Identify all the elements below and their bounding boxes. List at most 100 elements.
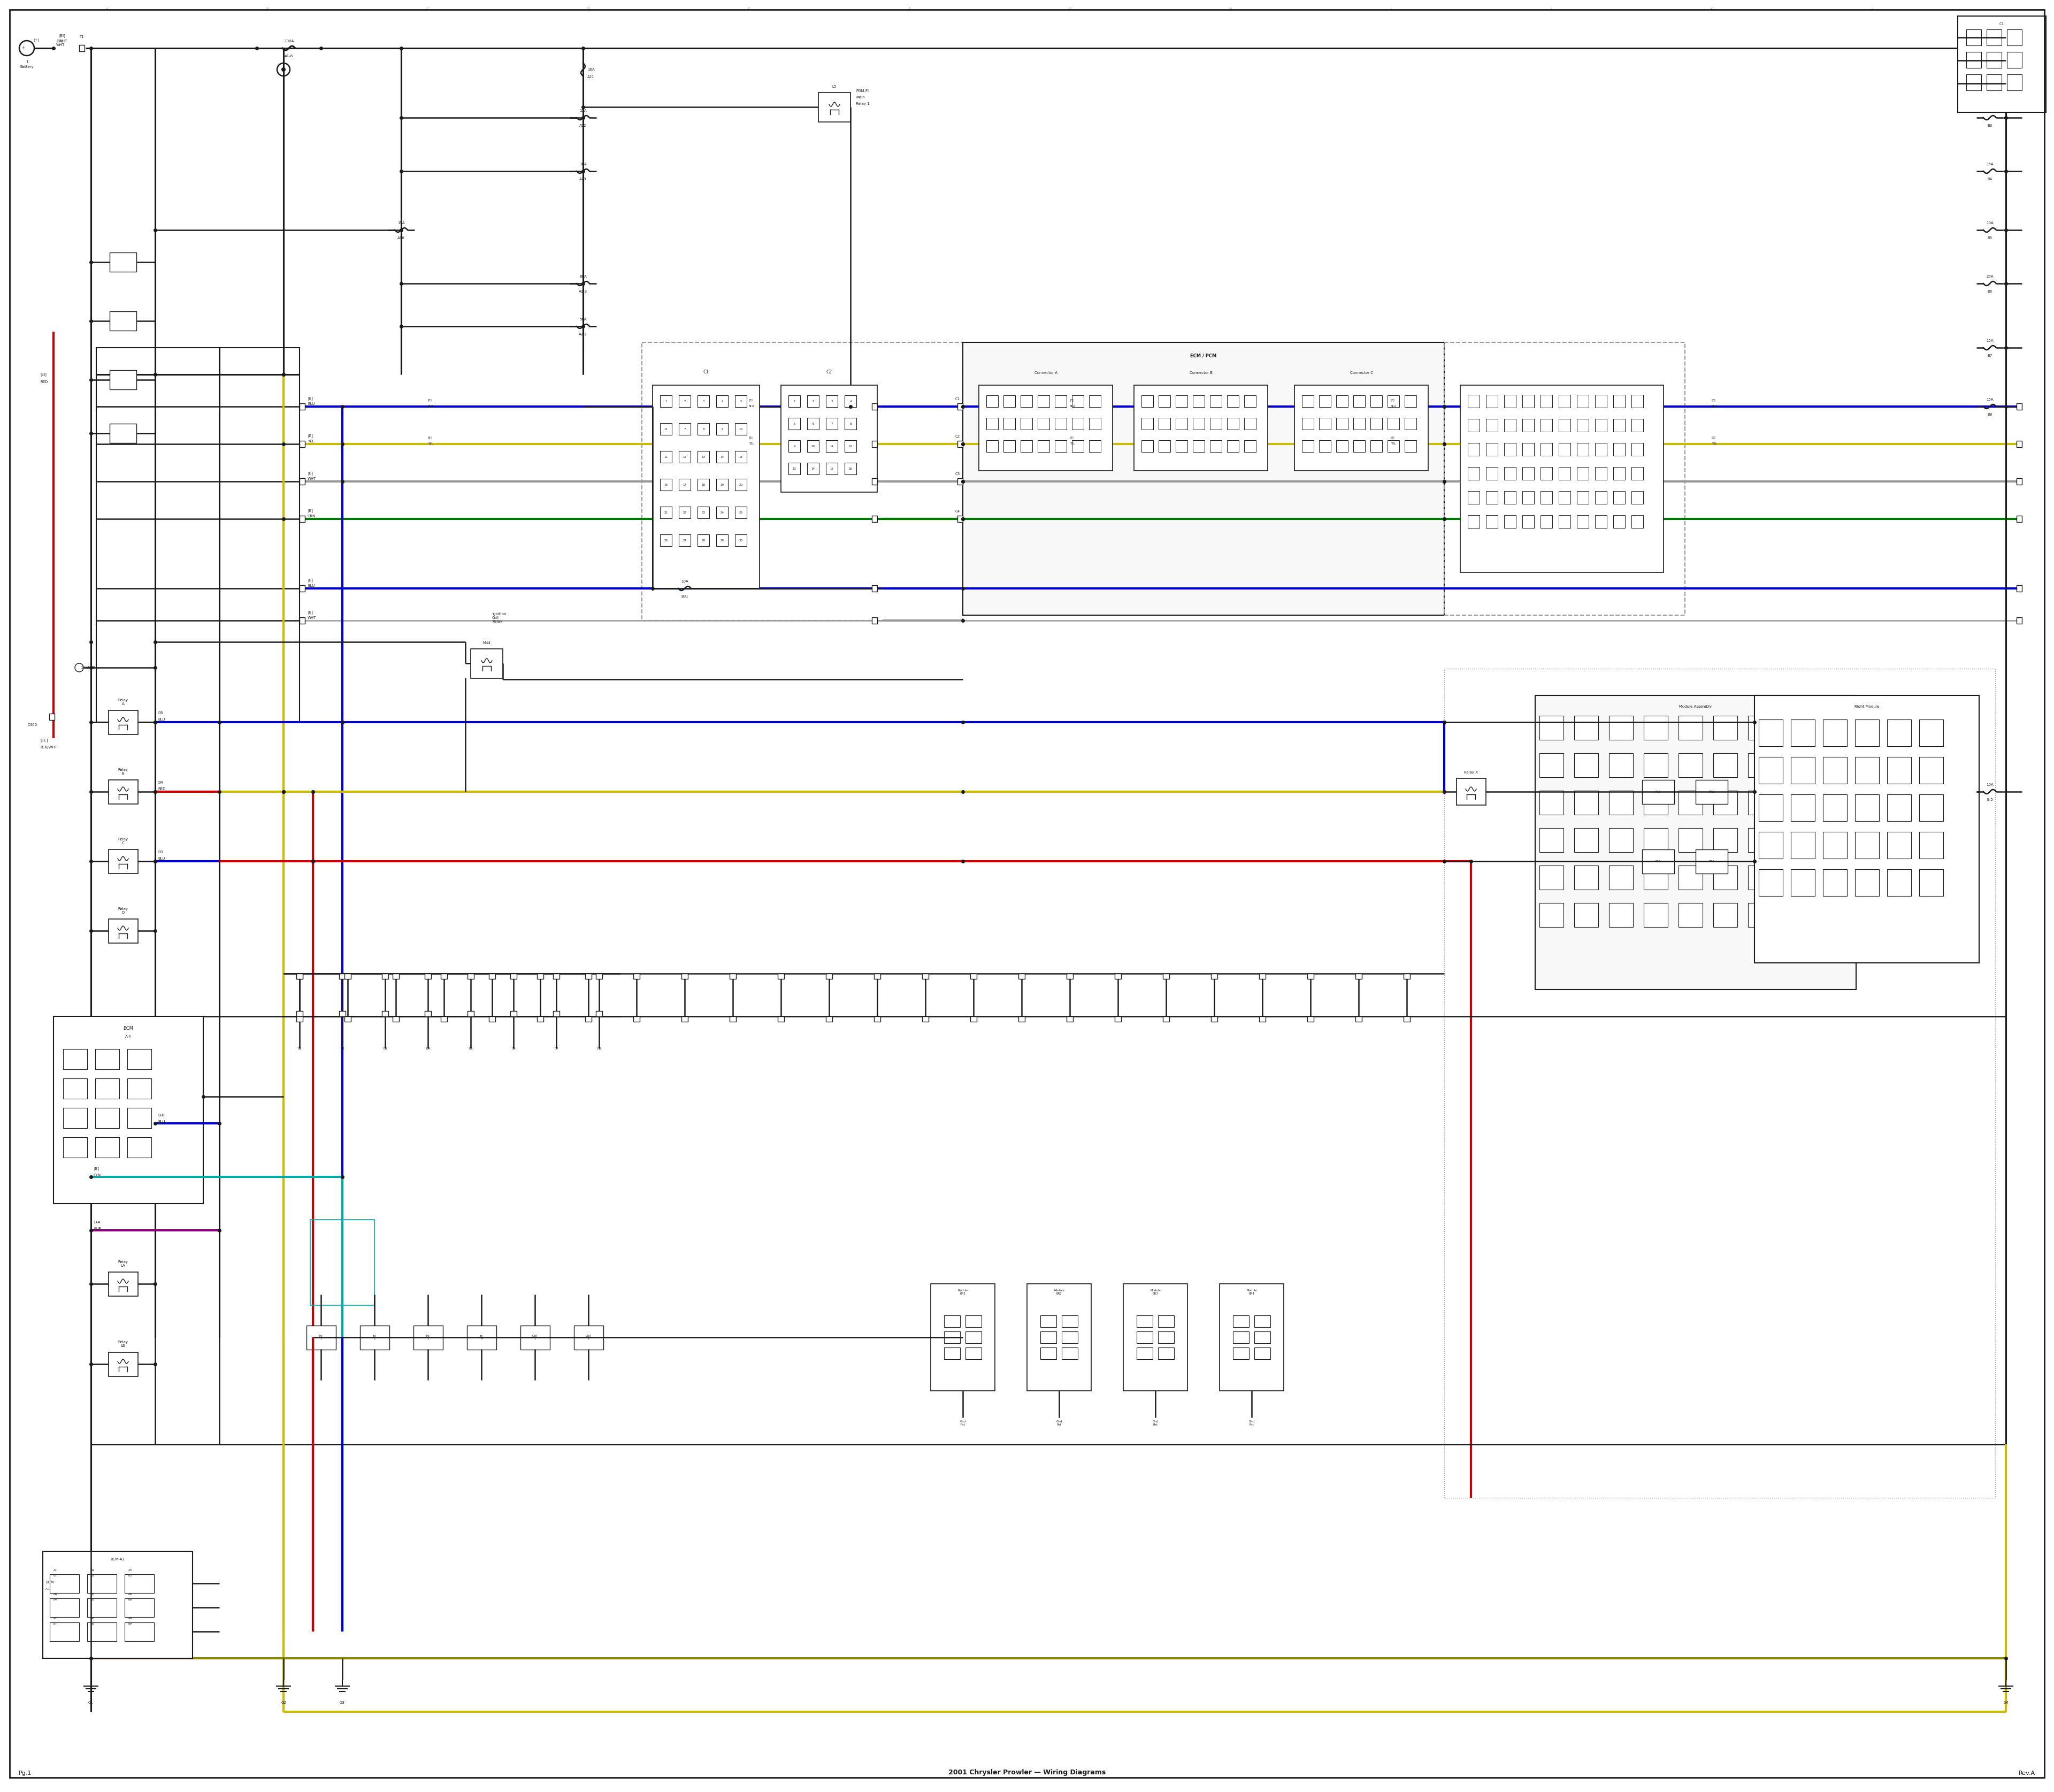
Bar: [345, 1016, 351, 1021]
Text: 25: 25: [739, 511, 744, 514]
Bar: [509, 1011, 518, 1016]
Text: B8: B8: [90, 1622, 94, 1625]
Bar: [1758, 831, 1783, 858]
Text: A5: A5: [90, 1593, 94, 1595]
Text: A2: A2: [90, 1570, 94, 1572]
Text: G4: G4: [2003, 1701, 2009, 1704]
Text: D5: D5: [468, 1047, 472, 1050]
Bar: [1089, 396, 1101, 407]
Bar: [339, 1011, 345, 1016]
Text: PUR: PUR: [94, 1228, 101, 1231]
Bar: [1966, 73, 1982, 90]
Bar: [1643, 753, 1668, 778]
Bar: [969, 973, 978, 978]
Text: Brake Sw: Brake Sw: [117, 378, 129, 380]
Bar: [1573, 790, 1598, 814]
Bar: [1456, 778, 1485, 805]
Bar: [1678, 715, 1703, 740]
Bar: [86, 1598, 117, 1616]
Bar: [1469, 468, 1479, 480]
Bar: [2017, 403, 2021, 410]
Text: 26: 26: [663, 539, 668, 541]
Bar: [717, 507, 727, 518]
Bar: [1066, 1016, 1072, 1021]
Bar: [1538, 715, 1563, 740]
Bar: [1534, 695, 1857, 989]
Bar: [1522, 419, 1534, 432]
Bar: [826, 441, 838, 452]
Text: 50A: 50A: [579, 317, 587, 321]
Bar: [1540, 491, 1553, 504]
Bar: [1089, 418, 1101, 430]
Text: 10: 10: [739, 428, 744, 430]
Bar: [1037, 441, 1050, 452]
Text: 15A: 15A: [398, 222, 405, 224]
Bar: [1822, 719, 1847, 745]
Text: A8: A8: [90, 1616, 94, 1620]
Bar: [1062, 1331, 1078, 1344]
Text: 10A: 10A: [1986, 109, 1994, 113]
Text: B7: B7: [1988, 355, 1992, 357]
Bar: [109, 1351, 138, 1376]
Text: A4: A4: [53, 1593, 58, 1595]
Bar: [1888, 869, 1910, 896]
Bar: [1072, 396, 1085, 407]
Bar: [826, 973, 832, 978]
Text: 21: 21: [663, 511, 668, 514]
Bar: [698, 507, 709, 518]
Bar: [1758, 869, 1783, 896]
Bar: [1855, 831, 1879, 858]
Bar: [1783, 753, 1808, 778]
Bar: [1608, 753, 1633, 778]
Bar: [1538, 790, 1563, 814]
Bar: [957, 478, 963, 484]
Text: C: C: [427, 7, 429, 11]
Text: 21: 21: [1261, 1018, 1263, 1020]
Text: D7: D7: [555, 1047, 559, 1050]
Bar: [80, 45, 84, 52]
Text: [E]: [E]: [1391, 398, 1395, 401]
Bar: [1596, 394, 1606, 407]
Bar: [1041, 1331, 1056, 1344]
Bar: [1403, 973, 1409, 978]
Text: 11: 11: [778, 975, 783, 978]
Text: 60A: 60A: [579, 274, 587, 278]
Bar: [1631, 394, 1643, 407]
Text: YEL: YEL: [1070, 443, 1074, 444]
Bar: [1232, 1348, 1249, 1360]
Text: F: F: [908, 7, 910, 11]
Text: 23: 23: [1358, 1018, 1360, 1020]
Bar: [1356, 973, 1362, 978]
Text: 16: 16: [1019, 975, 1023, 978]
Bar: [1678, 753, 1703, 778]
Bar: [1163, 973, 1169, 978]
Bar: [1485, 394, 1497, 407]
Bar: [64, 1048, 86, 1070]
Bar: [1403, 1016, 1409, 1021]
Bar: [826, 1016, 832, 1021]
Bar: [1754, 695, 1980, 962]
Bar: [1089, 441, 1101, 452]
Bar: [1641, 849, 1674, 873]
Text: BLU: BLU: [750, 405, 754, 407]
Text: Relay
B: Relay B: [117, 769, 127, 776]
Bar: [1577, 394, 1588, 407]
Text: 20: 20: [1212, 975, 1216, 978]
Text: BLK/WHT: BLK/WHT: [41, 745, 58, 749]
Text: 10A: 10A: [682, 581, 688, 582]
Text: B6: B6: [127, 1598, 131, 1600]
Bar: [345, 973, 351, 978]
Bar: [382, 1011, 388, 1016]
Bar: [957, 441, 963, 448]
Text: D2: D2: [341, 1047, 345, 1050]
Bar: [1072, 418, 1085, 430]
Bar: [659, 478, 672, 491]
Bar: [1158, 396, 1171, 407]
Bar: [678, 423, 690, 435]
Bar: [871, 516, 877, 521]
Text: 23: 23: [1358, 975, 1360, 978]
Bar: [1538, 866, 1563, 889]
Text: Relay
LB: Relay LB: [117, 1340, 127, 1348]
Bar: [1037, 418, 1050, 430]
Bar: [442, 1016, 448, 1021]
